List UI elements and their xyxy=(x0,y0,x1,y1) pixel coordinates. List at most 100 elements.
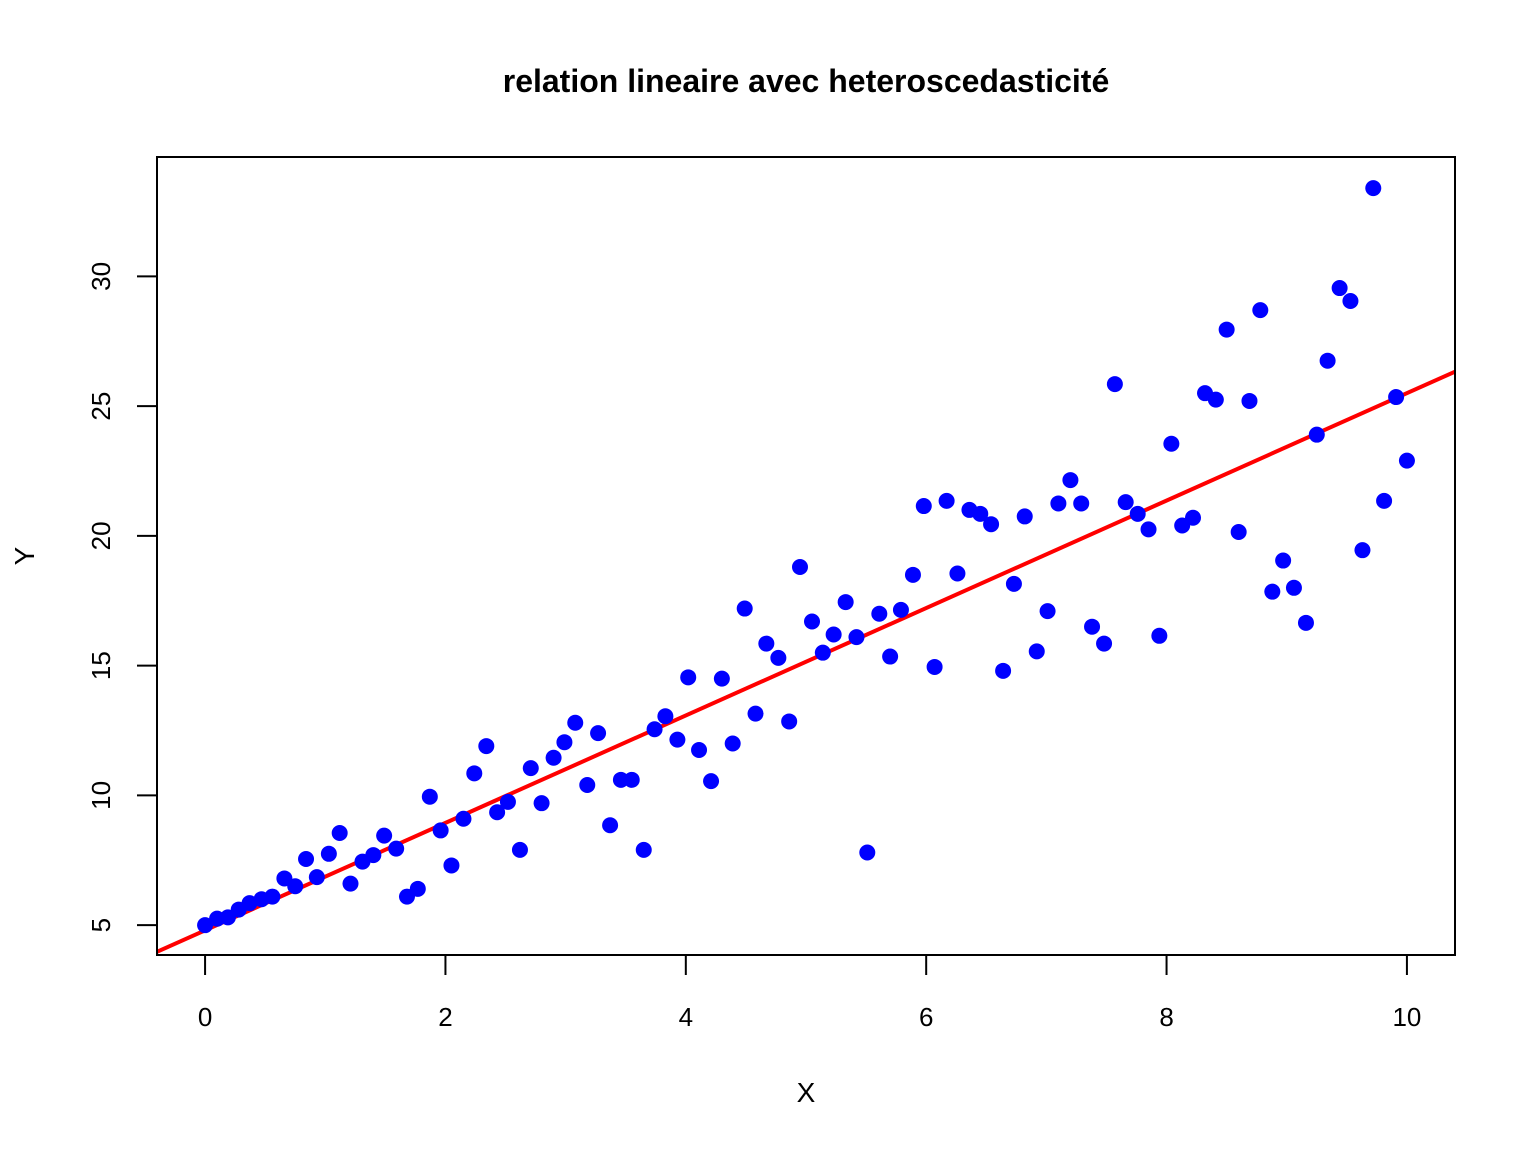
regression-line xyxy=(157,369,1455,954)
data-point xyxy=(298,850,315,867)
data-point xyxy=(1398,452,1415,469)
data-point xyxy=(1016,508,1033,525)
x-tick-label: 8 xyxy=(1159,1002,1173,1032)
data-point xyxy=(904,566,921,583)
regression-line-layer xyxy=(157,369,1455,954)
data-point xyxy=(376,827,393,844)
data-point xyxy=(432,822,449,839)
data-point xyxy=(669,731,686,748)
data-point xyxy=(1241,392,1258,409)
y-tick-label: 5 xyxy=(86,918,116,932)
data-point xyxy=(1005,575,1022,592)
data-point xyxy=(478,738,495,755)
y-tick-label: 25 xyxy=(86,392,116,421)
data-point xyxy=(825,626,842,643)
data-point xyxy=(1151,627,1168,644)
data-point xyxy=(511,841,528,858)
data-point xyxy=(635,841,652,858)
data-point xyxy=(1297,614,1314,631)
data-point xyxy=(1096,635,1113,652)
data-point xyxy=(703,773,720,790)
data-point xyxy=(1039,603,1056,620)
x-tick-label: 0 xyxy=(198,1002,212,1032)
data-point xyxy=(455,810,472,827)
data-point xyxy=(590,725,607,742)
data-point xyxy=(680,669,697,686)
data-point xyxy=(1308,426,1325,443)
x-tick-label: 10 xyxy=(1392,1002,1421,1032)
data-point xyxy=(1331,280,1348,297)
data-point xyxy=(342,875,359,892)
data-point xyxy=(533,795,550,812)
data-point xyxy=(871,605,888,622)
data-point xyxy=(1163,435,1180,452)
data-points-layer xyxy=(197,180,1415,934)
data-point xyxy=(1106,376,1123,393)
data-point xyxy=(657,708,674,725)
data-point xyxy=(1388,389,1405,406)
y-tick-label: 10 xyxy=(86,781,116,810)
data-point xyxy=(1184,509,1201,526)
plot-frame xyxy=(156,156,1456,956)
data-point xyxy=(983,516,1000,533)
data-point xyxy=(1084,618,1101,635)
data-point xyxy=(1275,552,1292,569)
data-point xyxy=(308,869,325,886)
data-point xyxy=(331,825,348,842)
data-point xyxy=(556,734,573,751)
data-point xyxy=(736,600,753,617)
data-point xyxy=(1230,523,1247,540)
data-point xyxy=(804,613,821,630)
data-point xyxy=(724,735,741,752)
data-point xyxy=(567,714,584,731)
chart-title: relation lineaire avec heteroscedasticit… xyxy=(503,63,1110,99)
data-point xyxy=(1285,579,1302,596)
data-point xyxy=(1376,492,1393,509)
data-point xyxy=(409,880,426,897)
data-point xyxy=(579,777,596,794)
data-point xyxy=(522,760,539,777)
data-point xyxy=(848,629,865,646)
data-point xyxy=(915,498,932,515)
data-point xyxy=(781,713,798,730)
data-point xyxy=(938,492,955,509)
data-point xyxy=(287,878,304,895)
data-point xyxy=(747,705,764,722)
data-point xyxy=(421,788,438,805)
data-point xyxy=(365,847,382,864)
data-point xyxy=(545,749,562,766)
data-point xyxy=(814,644,831,661)
data-point xyxy=(837,594,854,611)
x-tick-label: 6 xyxy=(919,1002,933,1032)
data-point xyxy=(241,895,258,912)
data-point xyxy=(1365,180,1382,197)
y-tick-label: 20 xyxy=(86,521,116,550)
data-point xyxy=(691,741,708,758)
data-point xyxy=(1073,495,1090,512)
data-point xyxy=(499,793,516,810)
data-point xyxy=(1218,321,1235,338)
data-point xyxy=(646,721,663,738)
data-point xyxy=(1129,505,1146,522)
axes: 0 2 4 6 8 10 5 10 15 20 25 30 xyxy=(86,262,1421,1032)
data-point xyxy=(1140,521,1157,538)
data-point xyxy=(466,765,483,782)
x-tick-label: 2 xyxy=(438,1002,452,1032)
data-point xyxy=(1264,583,1281,600)
data-point xyxy=(791,559,808,576)
data-point xyxy=(949,565,966,582)
data-point xyxy=(320,845,337,862)
data-point xyxy=(1050,495,1067,512)
data-point xyxy=(623,771,640,788)
x-tick-label: 4 xyxy=(679,1002,693,1032)
data-point xyxy=(713,670,730,687)
data-point xyxy=(758,635,775,652)
data-point xyxy=(882,648,899,665)
x-axis-label: X xyxy=(797,1077,816,1108)
data-point xyxy=(926,658,943,675)
data-point xyxy=(489,804,506,821)
data-point xyxy=(1342,293,1359,310)
data-point xyxy=(1207,391,1224,408)
y-tick-label: 15 xyxy=(86,651,116,680)
